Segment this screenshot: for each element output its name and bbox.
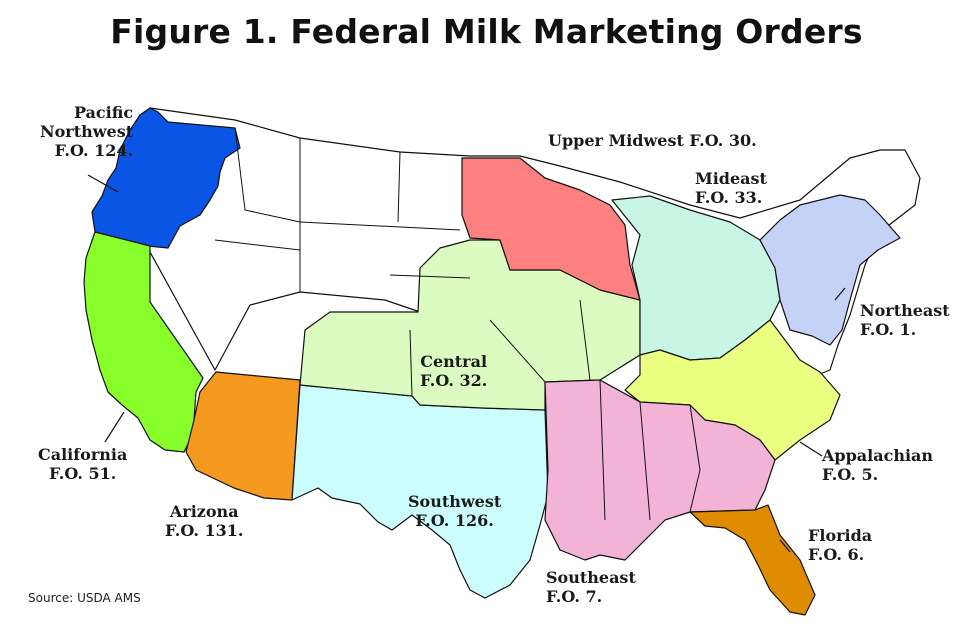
label-line: F.O. 7.	[546, 587, 603, 606]
label-line: Southwest	[408, 492, 502, 511]
label-central: Central F.O. 32.	[420, 352, 487, 390]
label-line: F.O. 124.	[54, 141, 134, 160]
label-line: Central	[420, 352, 488, 371]
label-line: F.O. 1.	[860, 320, 917, 339]
region-arizona	[185, 371, 301, 501]
region-northeast	[759, 194, 901, 346]
label-pacific-northwest: Pacific Northwest F.O. 124.	[40, 103, 133, 160]
label-line: Northwest	[40, 122, 134, 141]
label-southeast: Southeast F.O. 7.	[546, 568, 636, 606]
label-northeast: Northeast F.O. 1.	[860, 301, 950, 339]
label-line: F.O. 5.	[822, 465, 879, 484]
label-upper-midwest: Upper Midwest F.O. 30.	[548, 131, 757, 150]
label-line: Florida	[808, 526, 873, 545]
label-line: Appalachian	[822, 446, 934, 465]
label-line: F.O. 131.	[165, 521, 244, 540]
label-line: Upper Midwest F.O. 30.	[548, 131, 757, 150]
label-line: Arizona	[169, 502, 239, 521]
figure-title: Figure 1. Federal Milk Marketing Orders	[110, 12, 863, 51]
source-note: Source: USDA AMS	[28, 591, 141, 605]
label-line: Pacific	[73, 103, 134, 122]
label-leaders	[87, 174, 846, 553]
label-appalachian: Appalachian F.O. 5.	[822, 446, 933, 484]
label-line: California	[38, 445, 128, 464]
label-line: Northeast	[860, 301, 950, 320]
label-line: F.O. 32.	[420, 371, 488, 390]
label-line: F.O. 126.	[415, 511, 494, 530]
label-line: F.O. 51.	[49, 464, 117, 483]
state-borders	[214, 127, 701, 521]
label-california: California F.O. 51.	[38, 445, 127, 483]
label-mideast: Mideast F.O. 33.	[695, 169, 767, 207]
region-california	[83, 231, 204, 453]
region-florida	[689, 504, 816, 616]
region-pacific-northwest	[91, 107, 241, 249]
label-florida: Florida F.O. 6.	[808, 526, 872, 564]
label-line: F.O. 6.	[808, 545, 865, 564]
label-line: Mideast	[695, 169, 767, 188]
label-line: F.O. 33.	[695, 188, 763, 207]
label-arizona: Arizona F.O. 131.	[165, 502, 243, 540]
label-line: Southeast	[546, 568, 636, 587]
label-southwest: Southwest F.O. 126.	[408, 492, 501, 530]
